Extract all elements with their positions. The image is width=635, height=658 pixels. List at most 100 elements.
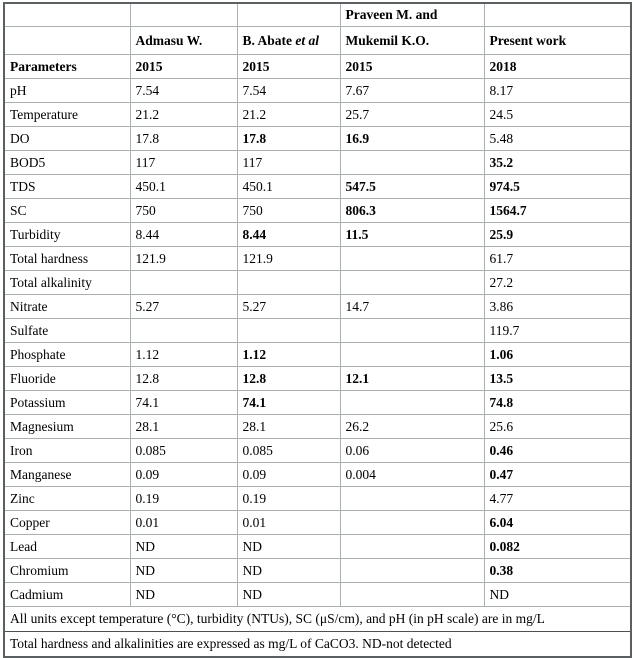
- value-cell: ND: [236, 582, 341, 607]
- value-cell: [339, 270, 485, 295]
- value-cell: 1564.7: [483, 198, 632, 223]
- value-cell: 0.38: [483, 558, 632, 583]
- table-row: pH 7.54 7.54 7.67 8.17: [3, 78, 632, 103]
- value-cell: 450.1: [129, 174, 238, 199]
- value-cell: 117: [236, 150, 341, 175]
- value-cell: 26.2: [339, 414, 485, 439]
- header-row-3: Parameters 2015 2015 2015 2018: [3, 54, 632, 79]
- abate-name: B. Abate: [242, 32, 296, 48]
- table-footnotes: All units except temperature (°C), turbi…: [3, 606, 632, 658]
- value-cell: 0.004: [339, 462, 485, 487]
- header-row-2: Admasu W. B. Abate et al Mukemil K.O. Pr…: [3, 26, 632, 55]
- table-body: pH 7.54 7.54 7.67 8.17 Temperature 21.2 21.2 25.…: [3, 78, 632, 607]
- year-cell: 2015: [339, 54, 485, 79]
- year-cell: 2015: [236, 54, 341, 79]
- value-cell: 35.2: [483, 150, 632, 175]
- value-cell: 12.8: [129, 366, 238, 391]
- value-cell: 7.67: [339, 78, 485, 103]
- table-row: Sulfate 119.7: [3, 318, 632, 343]
- table-row: DO 17.8 17.8 16.9 5.48: [3, 126, 632, 151]
- value-cell: 5.27: [236, 294, 341, 319]
- table-header: Praveen M. and Admasu W. B. Abate et al …: [3, 2, 632, 79]
- value-cell: ND: [483, 582, 632, 607]
- value-cell: ND: [236, 534, 341, 559]
- value-cell: 3.86: [483, 294, 632, 319]
- value-cell: 74.1: [129, 390, 238, 415]
- value-cell: ND: [236, 558, 341, 583]
- value-cell: [339, 486, 485, 511]
- value-cell: [236, 270, 341, 295]
- footnote-hardness: Total hardness and alkalinities are expr…: [3, 631, 632, 658]
- value-cell: 0.46: [483, 438, 632, 463]
- footnote-units: All units except temperature (°C), turbi…: [3, 606, 632, 632]
- value-cell: 12.8: [236, 366, 341, 391]
- value-cell: 547.5: [339, 174, 485, 199]
- value-cell: [339, 534, 485, 559]
- value-cell: ND: [129, 558, 238, 583]
- value-cell: 17.8: [236, 126, 341, 151]
- table-row: Copper 0.01 0.01 6.04: [3, 510, 632, 535]
- value-cell: 7.54: [129, 78, 238, 103]
- value-cell: 1.12: [129, 342, 238, 367]
- header-row-1: Praveen M. and: [3, 2, 632, 27]
- col-header-abate: B. Abate et al: [236, 26, 341, 55]
- param-cell: Turbidity: [3, 222, 131, 247]
- value-cell: 0.082: [483, 534, 632, 559]
- value-cell: 8.44: [236, 222, 341, 247]
- value-cell: [339, 150, 485, 175]
- value-cell: 24.5: [483, 102, 632, 127]
- value-cell: [339, 582, 485, 607]
- value-cell: 117: [129, 150, 238, 175]
- value-cell: [339, 318, 485, 343]
- value-cell: 4.77: [483, 486, 632, 511]
- param-cell: Sulfate: [3, 318, 131, 343]
- empty-cell: [3, 26, 131, 55]
- abate-et-al: et al: [295, 32, 320, 48]
- param-cell: Fluoride: [3, 366, 131, 391]
- table-row: Fluoride 12.8 12.8 12.1 13.5: [3, 366, 632, 391]
- empty-cell: [236, 2, 341, 27]
- value-cell: 5.27: [129, 294, 238, 319]
- param-cell: Temperature: [3, 102, 131, 127]
- param-cell: Total alkalinity: [3, 270, 131, 295]
- value-cell: 121.9: [236, 246, 341, 271]
- footnote-row: All units except temperature (°C), turbi…: [3, 606, 632, 632]
- parameters-label: Parameters: [3, 54, 131, 79]
- value-cell: 5.48: [483, 126, 632, 151]
- value-cell: 14.7: [339, 294, 485, 319]
- value-cell: 21.2: [129, 102, 238, 127]
- value-cell: [339, 342, 485, 367]
- param-cell: Iron: [3, 438, 131, 463]
- value-cell: 0.085: [236, 438, 341, 463]
- value-cell: 12.1: [339, 366, 485, 391]
- param-cell: Total hardness: [3, 246, 131, 271]
- value-cell: 8.44: [129, 222, 238, 247]
- year-cell: 2015: [129, 54, 238, 79]
- param-cell: pH: [3, 78, 131, 103]
- value-cell: 0.09: [129, 462, 238, 487]
- table-row: Total hardness 121.9 121.9 61.7: [3, 246, 632, 271]
- value-cell: [339, 390, 485, 415]
- value-cell: 0.085: [129, 438, 238, 463]
- table-row: TDS 450.1 450.1 547.5 974.5: [3, 174, 632, 199]
- param-cell: DO: [3, 126, 131, 151]
- value-cell: 6.04: [483, 510, 632, 535]
- param-cell: Cadmium: [3, 582, 131, 607]
- value-cell: [339, 246, 485, 271]
- value-cell: [339, 558, 485, 583]
- col-header-admasu: Admasu W.: [129, 26, 238, 55]
- value-cell: [129, 318, 238, 343]
- value-cell: ND: [129, 582, 238, 607]
- param-cell: Potassium: [3, 390, 131, 415]
- table-row: SC 750 750 806.3 1564.7: [3, 198, 632, 223]
- value-cell: 121.9: [129, 246, 238, 271]
- param-cell: TDS: [3, 174, 131, 199]
- value-cell: 28.1: [236, 414, 341, 439]
- value-cell: 450.1: [236, 174, 341, 199]
- param-cell: Manganese: [3, 462, 131, 487]
- value-cell: 21.2: [236, 102, 341, 127]
- water-quality-comparison-table: Praveen M. and Admasu W. B. Abate et al …: [3, 2, 632, 658]
- value-cell: 0.06: [339, 438, 485, 463]
- value-cell: 11.5: [339, 222, 485, 247]
- param-cell: Lead: [3, 534, 131, 559]
